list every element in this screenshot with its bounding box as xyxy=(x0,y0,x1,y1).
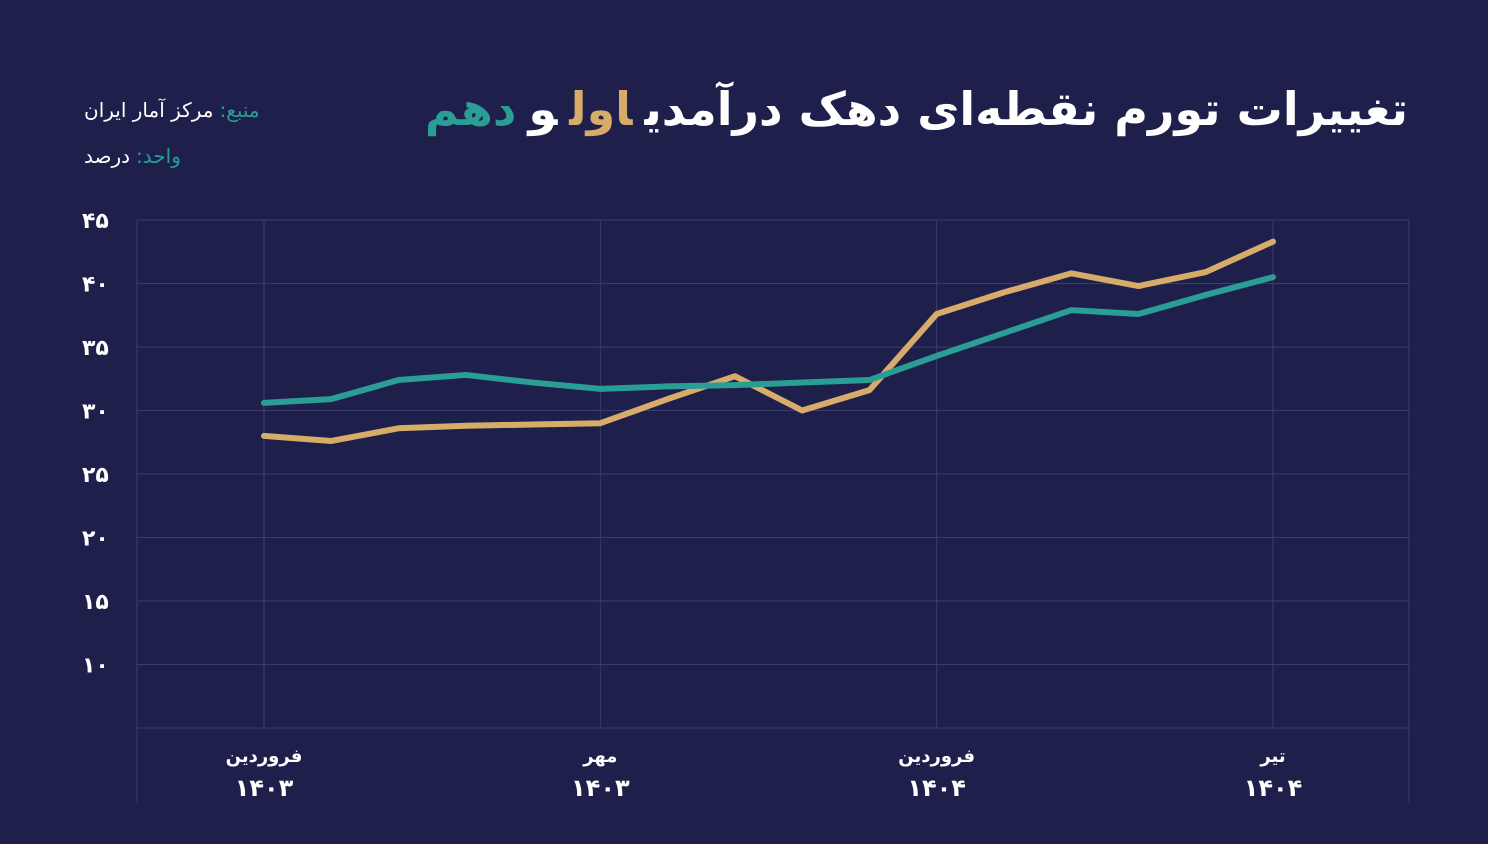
y-tick-label: ۴۵ xyxy=(82,209,109,234)
x-tick-label: ۱۴۰۳ xyxy=(235,774,294,802)
y-tick-label: ۳۵ xyxy=(82,336,109,361)
unit: واحد:درصد xyxy=(84,144,181,168)
source-label: منبع: xyxy=(219,98,260,122)
x-tick-label: مهر xyxy=(582,746,617,767)
title-text: تغییرات تورم نقطه‌ای دهک درآمدی xyxy=(644,82,1408,136)
x-tick-label: ۱۴۰۳ xyxy=(571,774,630,802)
title-joiner: و xyxy=(528,82,558,136)
series-line xyxy=(261,274,1276,406)
y-tick-label: ۳۰ xyxy=(82,400,109,425)
x-tick-label: فروردین xyxy=(226,746,303,767)
unit-text: درصد xyxy=(84,144,131,168)
y-tick-label: ۲۰ xyxy=(82,527,109,552)
legend-entry: دهم xyxy=(424,82,517,136)
x-tick-label: ۱۴۰۴ xyxy=(907,774,966,802)
x-tick-label: تیر xyxy=(1259,746,1285,767)
y-tick-label: ۱۰ xyxy=(82,654,109,679)
source-text: مرکز آمار ایران xyxy=(84,98,214,122)
unit-label: واحد: xyxy=(136,144,181,168)
x-tick-label: فروردین xyxy=(898,746,975,767)
legend-entry: اول xyxy=(569,82,633,136)
chart-title: تغییرات تورم نقطه‌ای دهک درآمدیاولودهم xyxy=(413,82,1408,136)
source: منبع:مرکز آمار ایران xyxy=(84,98,260,122)
y-tick-label: ۱۵ xyxy=(82,590,109,615)
y-tick-label: ۴۰ xyxy=(82,273,109,298)
y-tick-label: ۲۵ xyxy=(82,463,109,488)
series-line xyxy=(261,238,1276,444)
x-tick-label: ۱۴۰۴ xyxy=(1244,774,1303,802)
